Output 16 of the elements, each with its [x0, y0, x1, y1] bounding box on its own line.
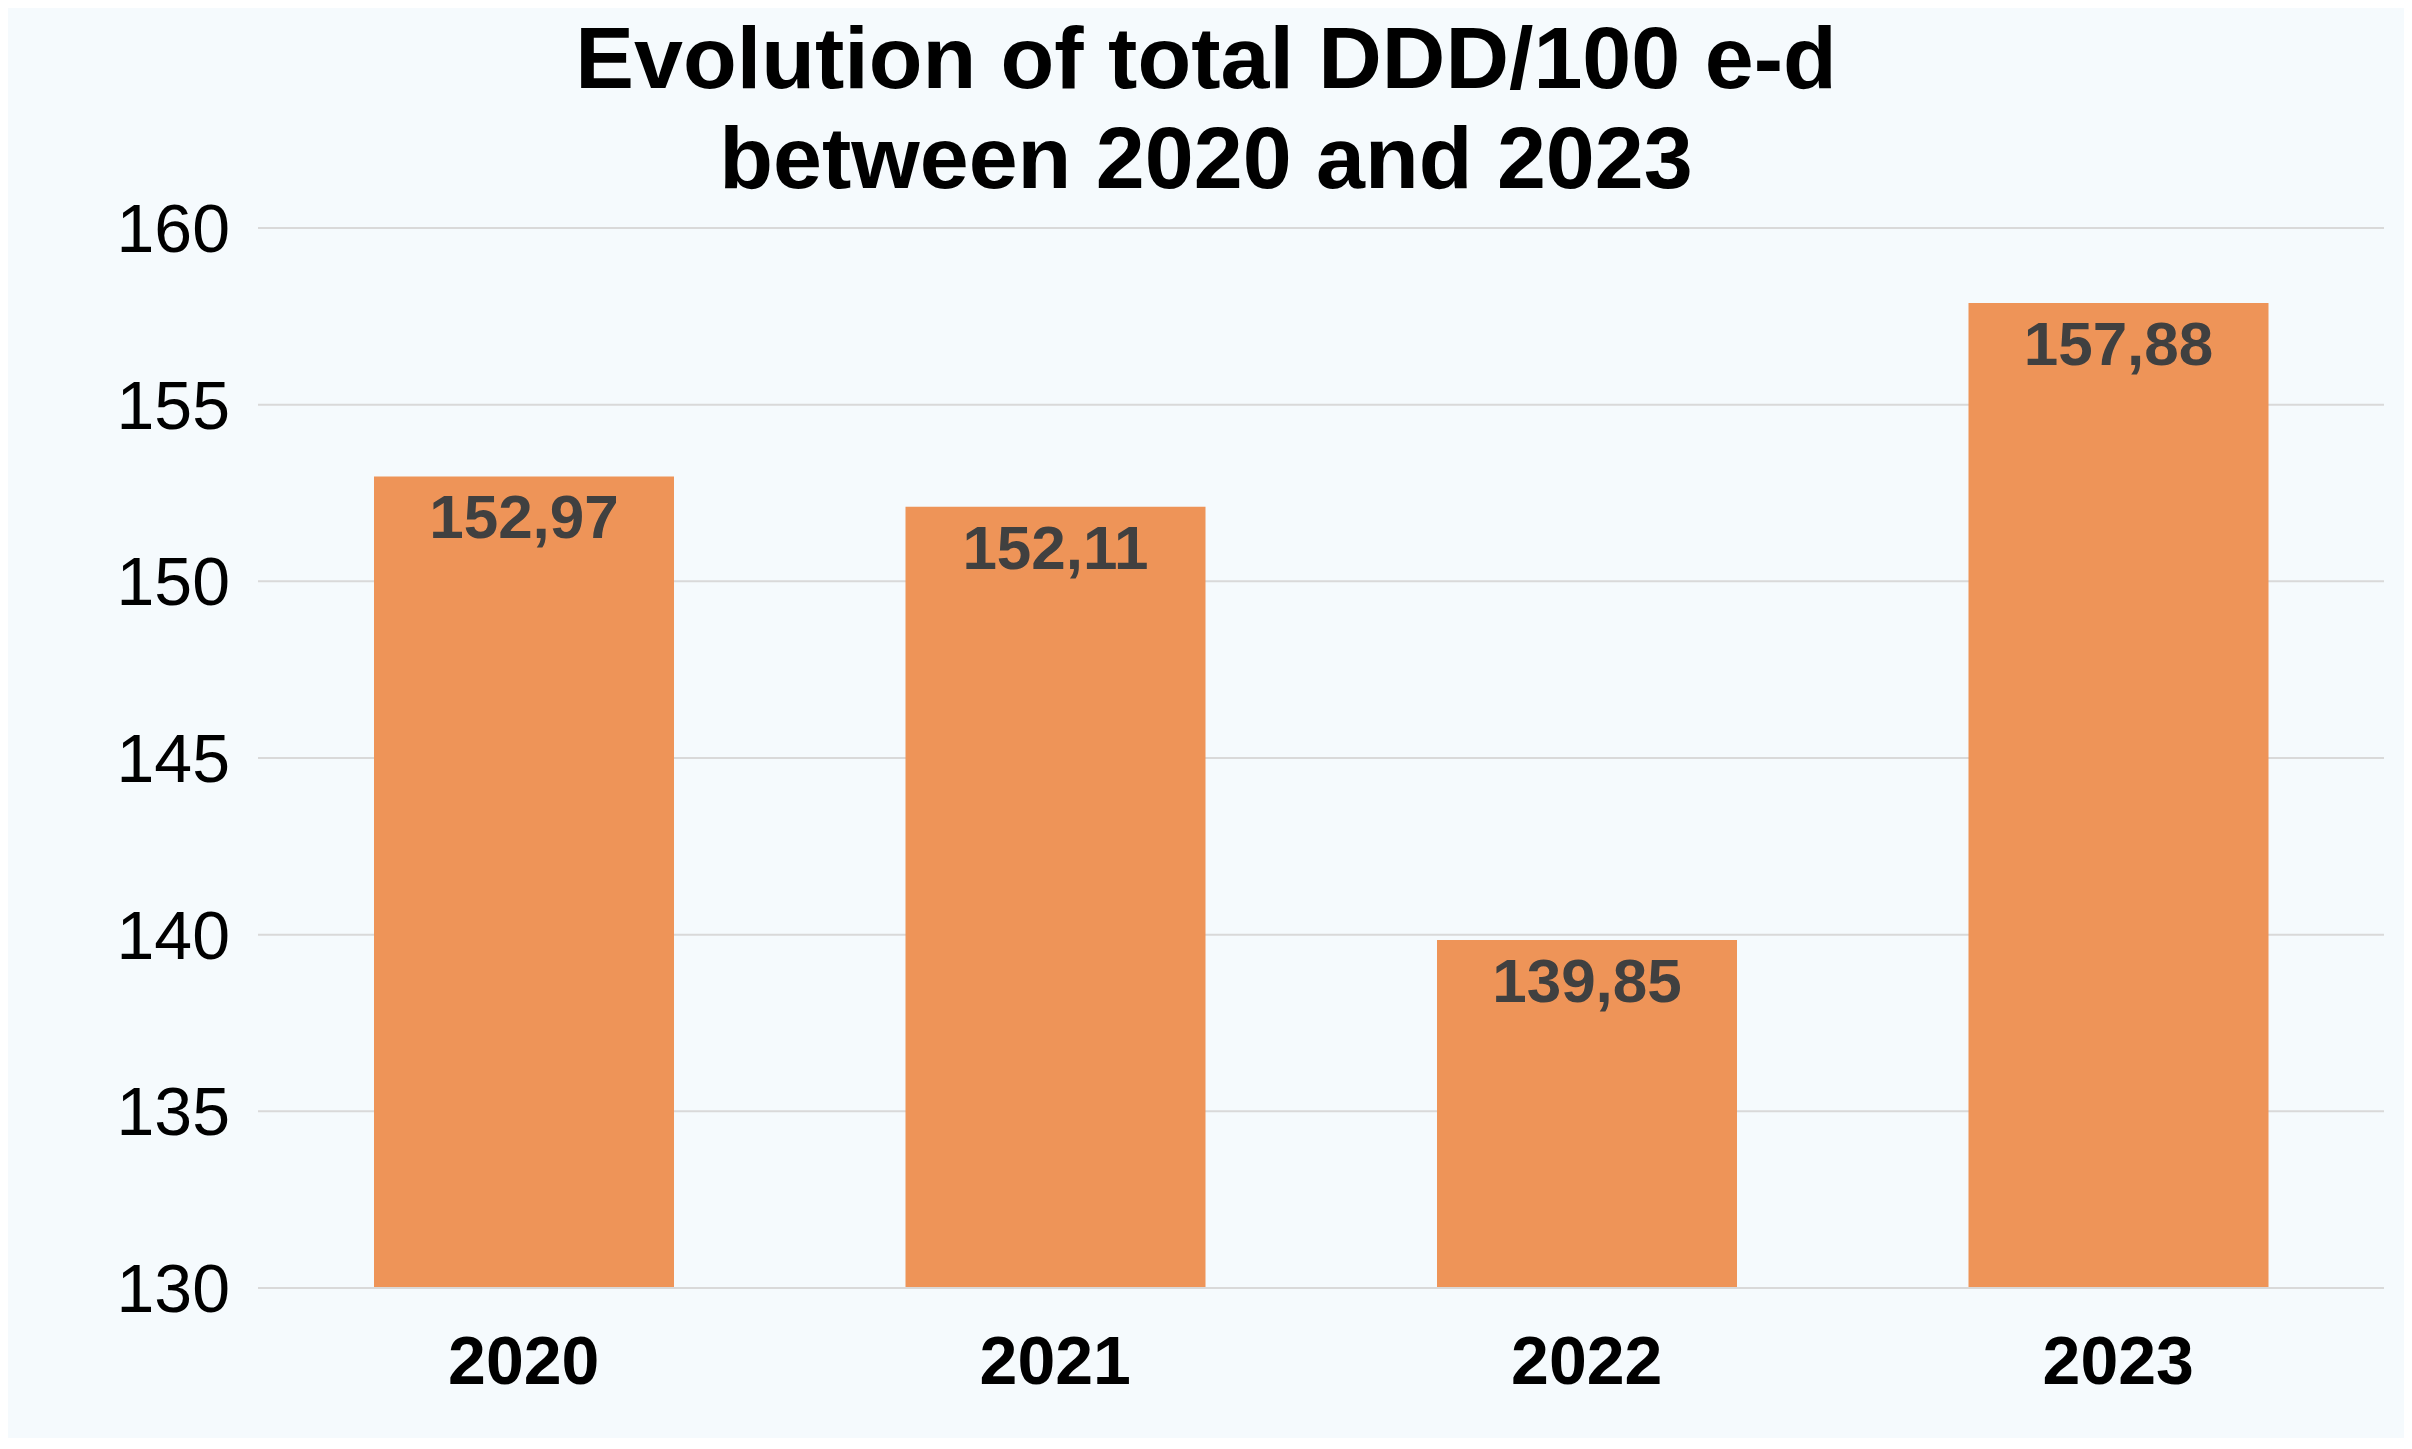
data-label: 152,11	[962, 512, 1149, 582]
chart-title: Evolution of total DDD/100 e-d between 2020 and 2023	[575, 8, 1837, 207]
y-tick-label: 140	[116, 896, 230, 973]
y-tick-label: 160	[116, 190, 230, 267]
data-label: 152,97	[429, 482, 619, 552]
x-tick-label: 2023	[2042, 1322, 2194, 1399]
y-tick-label: 135	[116, 1073, 230, 1150]
x-tick-label: 2022	[1511, 1322, 1663, 1399]
data-label: 157,88	[2023, 308, 2214, 378]
x-tick-label: 2020	[448, 1322, 600, 1399]
y-tick-label: 145	[116, 720, 230, 797]
y-tick-label: 155	[116, 366, 230, 443]
y-tick-label: 130	[116, 1250, 230, 1327]
data-label: 139,85	[1492, 945, 1682, 1015]
x-tick-label: 2021	[979, 1322, 1131, 1399]
y-tick-label: 150	[116, 543, 230, 620]
